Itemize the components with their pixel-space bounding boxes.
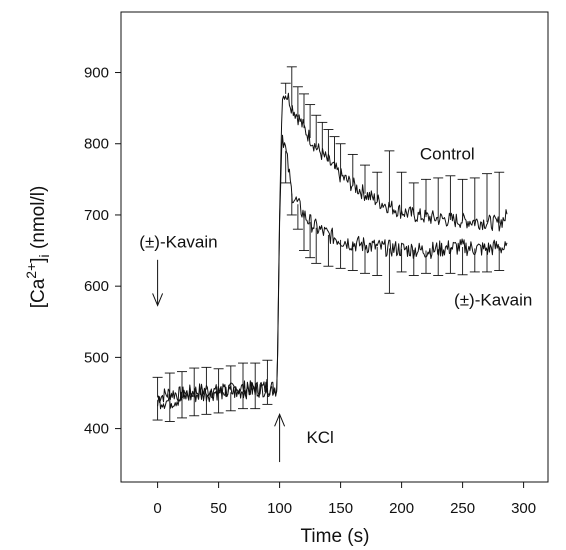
x-tick-label: 250: [450, 500, 475, 517]
y-axis-title-base: [Ca: [28, 278, 49, 308]
y-axis-title-close: ]: [28, 257, 49, 262]
y-axis-title-sup: 2+: [23, 263, 39, 279]
y-tick-label: 600: [84, 278, 109, 295]
annotation-label: Control: [420, 144, 475, 163]
y-tick-label: 400: [84, 421, 109, 438]
y-axis-title: [Ca2+]i (nmol/l): [23, 186, 52, 309]
error-bars: [152, 66, 505, 422]
x-axis-ticks: 0 50 100 150 200 250 300: [153, 482, 536, 517]
annotations: Control (±)-Kavain (±)-Kavain KCl: [139, 144, 532, 463]
x-axis-title: Time (s): [301, 526, 370, 547]
annotation-label: KCl: [306, 428, 333, 447]
y-tick-label: 700: [84, 207, 109, 224]
annotation-arrow-head: [274, 413, 286, 427]
y-tick-label: 800: [84, 136, 109, 153]
y-tick-label: 500: [84, 349, 109, 366]
x-tick-label: 0: [153, 500, 161, 517]
x-tick-label: 100: [267, 500, 292, 517]
y-axis-title-sub: i: [36, 254, 52, 257]
annotation-label: (±)-Kavain: [454, 290, 532, 309]
y-axis-ticks: 400 500 600 700 800 900: [84, 65, 121, 438]
y-tick-label: 900: [84, 65, 109, 82]
x-tick-label: 150: [328, 500, 353, 517]
series-line-control: [157, 92, 508, 404]
plot-frame: [120, 11, 549, 483]
x-tick-label: 50: [210, 500, 227, 517]
x-tick-label: 200: [389, 500, 414, 517]
annotation-arrow-head: [152, 293, 164, 307]
y-axis-title-tail: (nmol/l): [28, 186, 49, 255]
annotation-label: (±)-Kavain: [139, 233, 217, 252]
series-line-kavain: [157, 134, 508, 410]
x-tick-label: 300: [511, 500, 536, 517]
